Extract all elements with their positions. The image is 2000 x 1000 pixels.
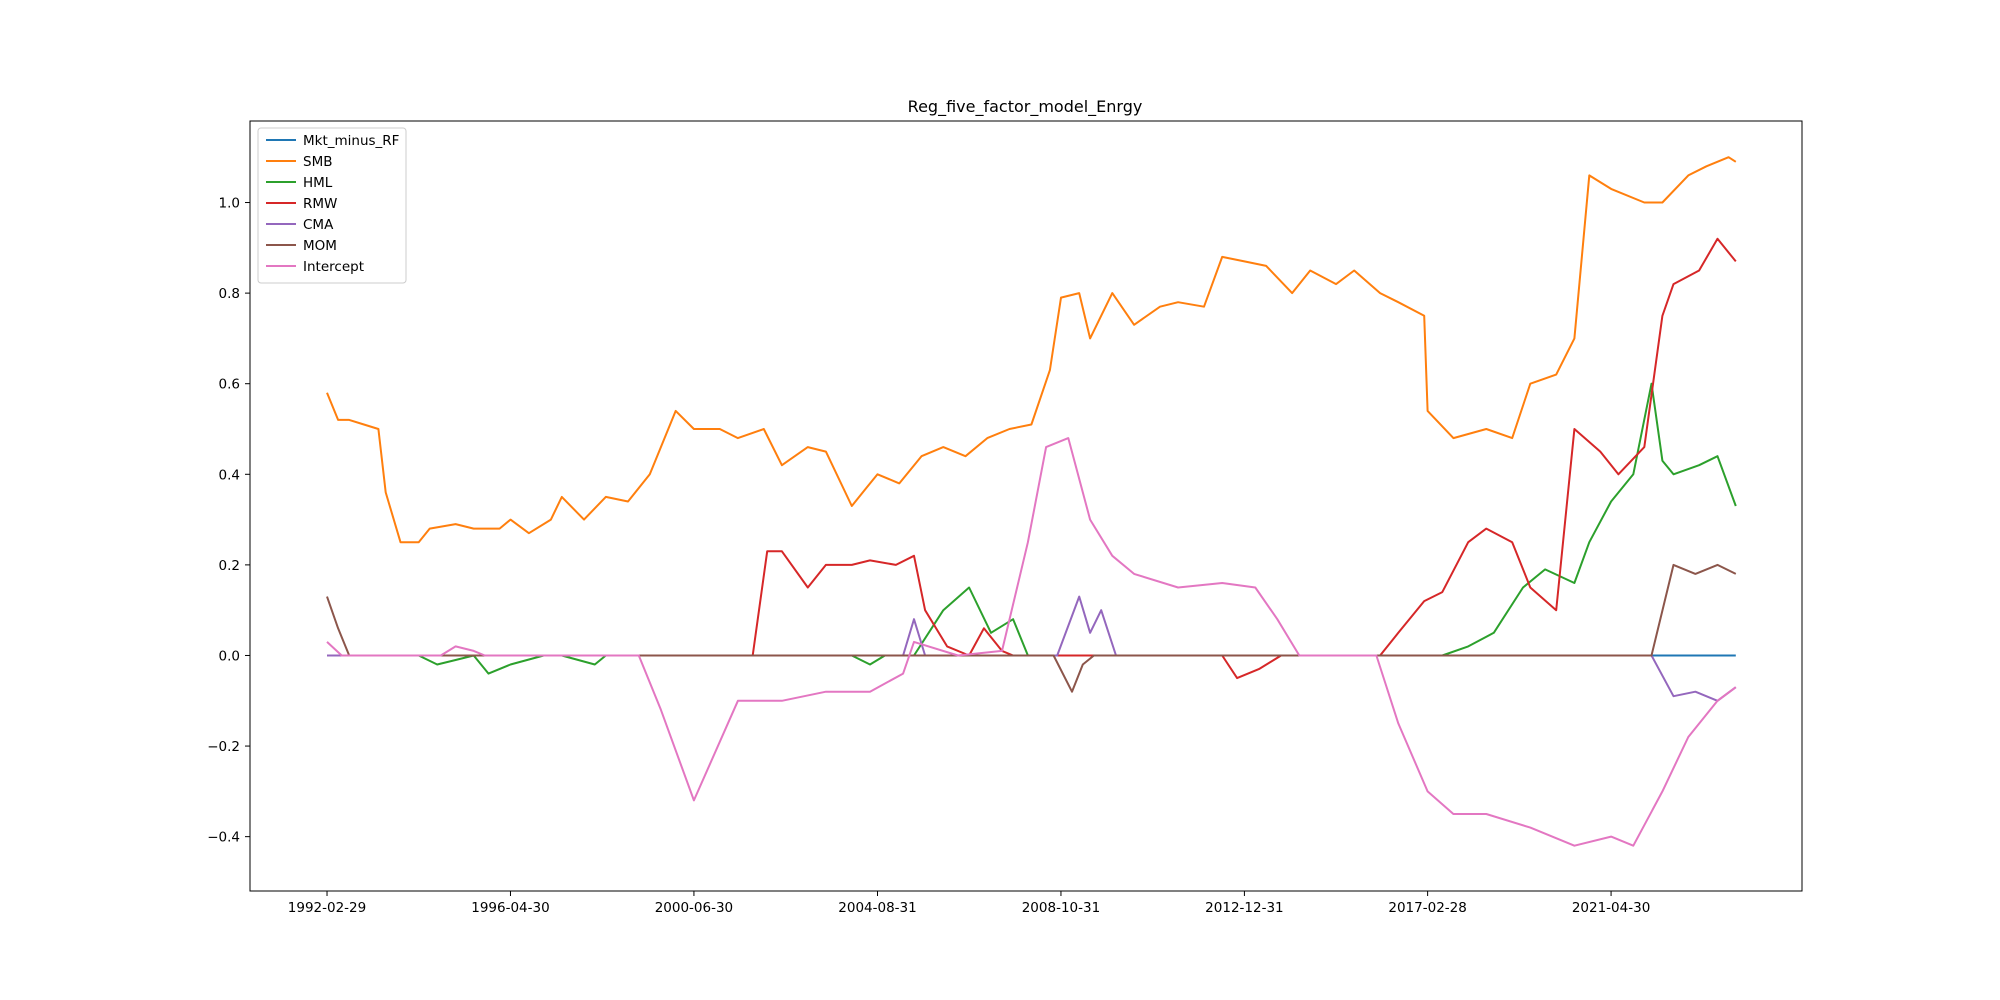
y-tick-label: 1.0 — [219, 196, 240, 212]
x-tick-label: 2021-04-30 — [1572, 900, 1650, 916]
x-tick-label: 1996-04-30 — [471, 900, 549, 916]
y-tick-label: 0.8 — [219, 286, 240, 302]
x-tick-label: 2008-10-31 — [1022, 900, 1100, 916]
x-tick-label: 2004-08-31 — [838, 900, 916, 916]
legend-label-cma: CMA — [303, 217, 334, 233]
y-tick-label: 0.4 — [219, 467, 240, 483]
x-tick-label: 1992-02-29 — [288, 900, 366, 916]
chart-title: Reg_five_factor_model_Enrgy — [908, 97, 1143, 117]
legend-label-mom: MOM — [303, 238, 337, 254]
y-tick-label: −0.4 — [207, 830, 240, 846]
series-line-hml — [327, 382, 1737, 675]
series-line-intercept — [326, 437, 1737, 847]
legend-label-rmw: RMW — [303, 196, 337, 212]
legend-label-hml: HML — [303, 175, 333, 191]
y-tick-label: −0.2 — [207, 739, 240, 755]
legend-label-smb: SMB — [303, 154, 332, 170]
series-line-cma — [327, 595, 1737, 702]
series-line-smb — [326, 156, 1737, 544]
legend: Mkt_minus_RF SMB HML RMW CMA MOM Intercept — [257, 127, 407, 284]
series-line-mom — [326, 563, 1737, 693]
x-tick-label: 2017-02-28 — [1388, 900, 1466, 916]
legend-label-mkt-minus-rf: Mkt_minus_RF — [303, 133, 399, 149]
y-tick-label: 0.2 — [219, 558, 240, 574]
x-tick-label: 2012-12-31 — [1205, 900, 1283, 916]
axes: 1992-02-29 1996-04-30 2000-06-30 2004-08-31… — [207, 120, 1803, 916]
axes-frame — [249, 120, 1803, 892]
y-tick-label: 0.6 — [219, 377, 240, 393]
plot-area — [326, 156, 1737, 847]
y-tick-label: 0.0 — [219, 648, 240, 664]
series-line-rmw — [327, 237, 1737, 680]
x-tick-label: 2000-06-30 — [655, 900, 733, 916]
legend-label-intercept: Intercept — [303, 259, 364, 275]
